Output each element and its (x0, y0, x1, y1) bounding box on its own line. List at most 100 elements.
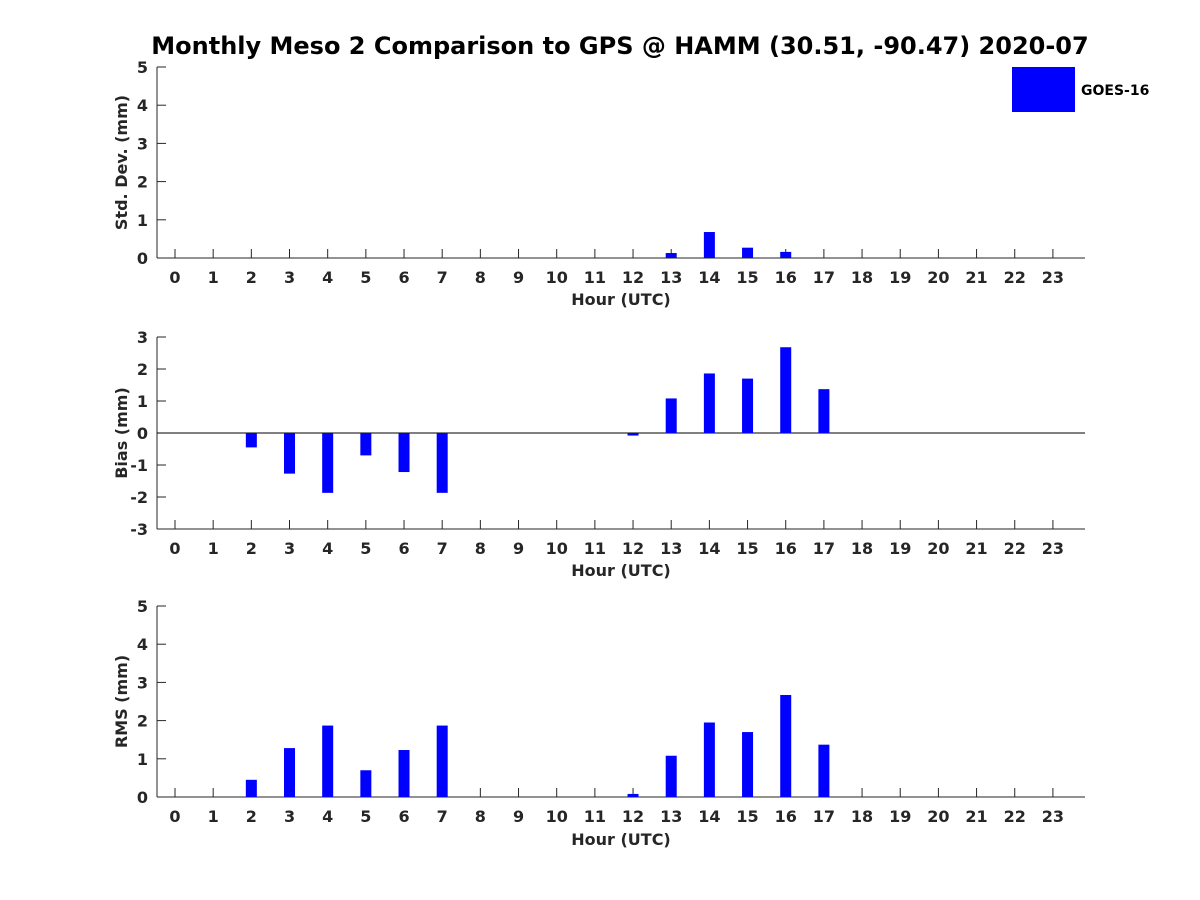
x-tick-label: 3 (284, 268, 295, 287)
x-tick-label: 20 (927, 268, 949, 287)
x-tick-label: 8 (475, 807, 486, 826)
x-tick-label: 18 (851, 807, 873, 826)
x-axis-label: Hour (UTC) (571, 561, 671, 580)
x-tick-label: 23 (1042, 268, 1064, 287)
x-axis-label: Hour (UTC) (571, 290, 671, 309)
x-tick-label: 11 (584, 268, 606, 287)
bar-hour-6 (398, 433, 410, 473)
x-tick-label: 12 (622, 268, 644, 287)
x-tick-label: 3 (284, 807, 295, 826)
x-tick-label: 3 (284, 539, 295, 558)
x-tick-label: 21 (965, 268, 987, 287)
x-tick-label: 4 (322, 539, 333, 558)
x-tick-label: 22 (1004, 268, 1026, 287)
x-tick-label: 9 (513, 268, 524, 287)
x-tick-label: 6 (398, 539, 409, 558)
x-tick-label: 5 (360, 539, 371, 558)
x-tick-label: 5 (360, 807, 371, 826)
bar-hour-12 (627, 793, 639, 797)
bar-hour-7 (436, 725, 448, 797)
x-tick-label: 12 (622, 807, 644, 826)
legend: GOES-16 (1012, 67, 1149, 112)
bar-hour-3 (284, 748, 296, 797)
legend-label: GOES-16 (1081, 83, 1149, 99)
x-tick-label: 11 (584, 539, 606, 558)
x-tick-label: 15 (736, 268, 758, 287)
y-tick-label: -2 (130, 488, 148, 507)
x-tick-label: 18 (851, 539, 873, 558)
x-axis-label: Hour (UTC) (571, 830, 671, 849)
y-tick-label: 4 (137, 96, 148, 115)
y-tick-label: 0 (137, 788, 148, 807)
x-tick-label: 23 (1042, 807, 1064, 826)
x-tick-label: 19 (889, 807, 911, 826)
x-tick-label: 4 (322, 807, 333, 826)
y-tick-label: 0 (137, 249, 148, 268)
x-tick-label: 17 (813, 539, 835, 558)
bar-hour-4 (322, 433, 334, 493)
x-tick-label: 6 (398, 807, 409, 826)
x-tick-label: 7 (437, 268, 448, 287)
x-tick-label: 21 (965, 807, 987, 826)
y-tick-label: 3 (137, 673, 148, 692)
bar-hour-16 (780, 347, 792, 433)
bar-hour-15 (742, 378, 754, 433)
bar-hour-13 (665, 253, 677, 258)
x-tick-label: 4 (322, 268, 333, 287)
x-tick-label: 18 (851, 268, 873, 287)
y-axis-label: Std. Dev. (mm) (112, 95, 131, 230)
x-tick-label: 8 (475, 268, 486, 287)
bar-hour-14 (703, 232, 715, 258)
bar-hour-17 (818, 389, 830, 433)
x-tick-label: 10 (546, 268, 568, 287)
x-tick-label: 17 (813, 268, 835, 287)
y-axis-label: RMS (mm) (112, 655, 131, 748)
x-tick-label: 12 (622, 539, 644, 558)
x-tick-label: 7 (437, 539, 448, 558)
x-tick-label: 2 (246, 539, 257, 558)
bar-hour-15 (742, 732, 754, 797)
y-tick-label: 3 (137, 328, 148, 347)
x-tick-label: 14 (698, 539, 720, 558)
x-tick-label: 15 (736, 807, 758, 826)
bar-hour-7 (436, 433, 448, 493)
x-tick-label: 14 (698, 807, 720, 826)
x-tick-label: 13 (660, 807, 682, 826)
y-tick-label: -1 (130, 456, 148, 475)
x-tick-label: 23 (1042, 539, 1064, 558)
x-tick-label: 11 (584, 807, 606, 826)
bar-hour-16 (780, 695, 792, 797)
x-tick-label: 8 (475, 539, 486, 558)
y-tick-label: 5 (137, 597, 148, 616)
y-tick-label: 1 (137, 392, 148, 411)
x-tick-label: 10 (546, 539, 568, 558)
x-tick-label: 19 (889, 539, 911, 558)
x-tick-label: 1 (208, 807, 219, 826)
legend-swatch (1012, 67, 1075, 112)
x-tick-label: 7 (437, 807, 448, 826)
y-tick-label: 2 (137, 712, 148, 731)
y-axis-label: Bias (mm) (112, 387, 131, 479)
x-tick-label: 19 (889, 268, 911, 287)
bar-hour-13 (665, 755, 677, 797)
y-tick-label: 1 (137, 750, 148, 769)
y-tick-label: 5 (137, 58, 148, 77)
x-tick-label: 22 (1004, 807, 1026, 826)
bar-hour-4 (322, 725, 334, 797)
x-tick-label: 1 (208, 268, 219, 287)
x-tick-label: 15 (736, 539, 758, 558)
bar-hour-14 (703, 722, 715, 797)
bar-hour-15 (742, 247, 754, 258)
x-tick-label: 5 (360, 268, 371, 287)
x-tick-label: 1 (208, 539, 219, 558)
x-tick-label: 10 (546, 807, 568, 826)
bar-hour-3 (284, 433, 296, 474)
x-tick-label: 13 (660, 539, 682, 558)
bar-hour-2 (245, 779, 257, 797)
y-tick-label: 4 (137, 635, 148, 654)
x-tick-label: 14 (698, 268, 720, 287)
